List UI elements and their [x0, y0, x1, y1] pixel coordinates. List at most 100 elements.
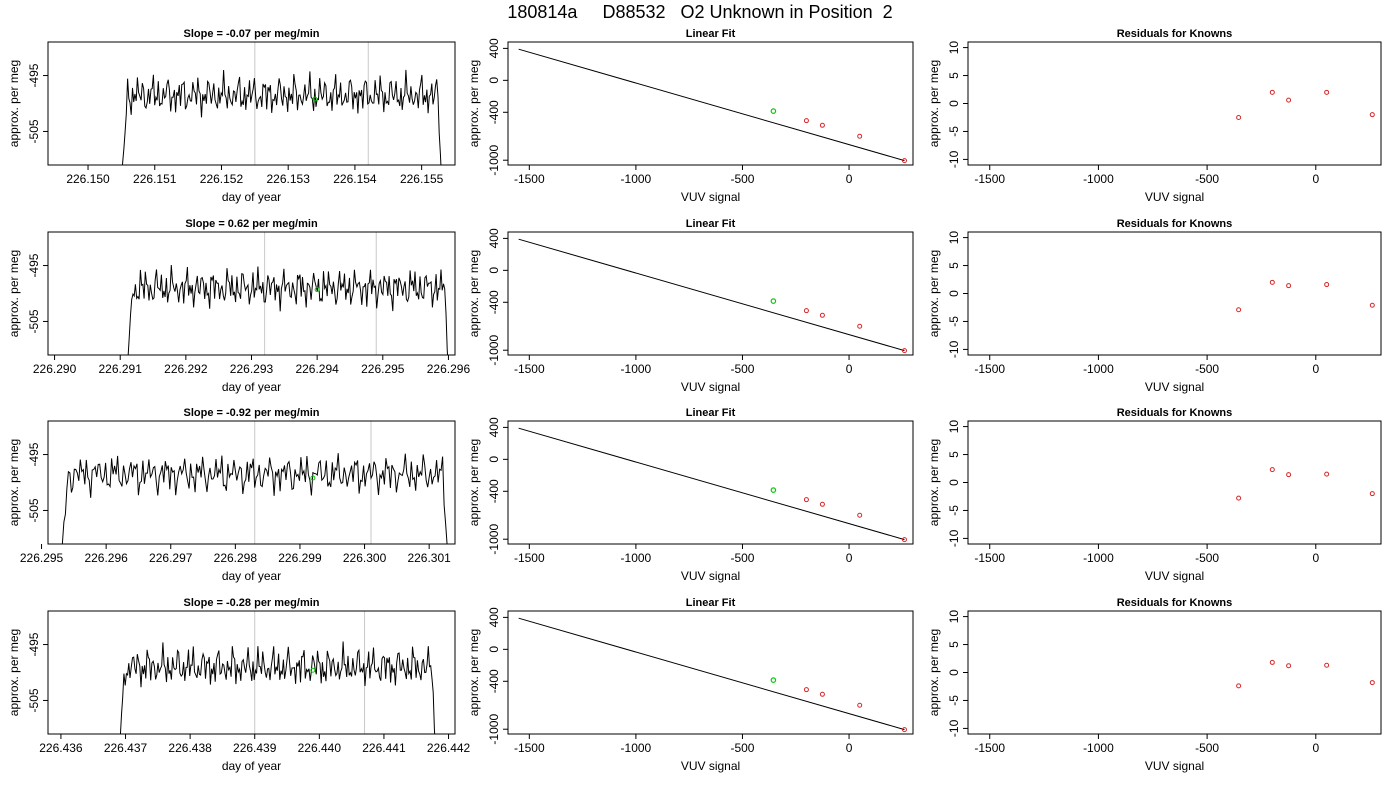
known-point	[803, 118, 809, 124]
known-point	[819, 122, 825, 128]
x-tick-label: -1000	[621, 172, 652, 186]
y-axis-label: approx. per meg	[7, 250, 21, 337]
x-tick-label: 226.291	[99, 362, 143, 376]
unknown-point	[312, 96, 318, 102]
x-tick-label: -1000	[621, 741, 652, 755]
residual-point	[1269, 279, 1275, 285]
x-tick-label: -500	[1195, 362, 1219, 376]
x-axis-label: VUV signal	[681, 190, 740, 204]
panel-title: Slope = -0.28 per meg/min	[183, 597, 319, 609]
x-axis-label: VUV signal	[681, 569, 740, 583]
x-tick-label: -500	[1195, 551, 1219, 565]
plot-frame	[967, 41, 1382, 166]
panel-4-3: Residuals for Knowns VUV signal approx. pe…	[927, 597, 1382, 773]
x-tick-label: 226.294	[295, 362, 339, 376]
unknown-point	[770, 298, 777, 304]
x-tick-label: -1000	[1083, 362, 1114, 376]
signal-trace	[61, 453, 448, 544]
x-tick-label: 0	[846, 172, 853, 186]
y-tick-label: 5	[947, 451, 961, 458]
y-tick-label: 0	[947, 100, 961, 107]
x-tick-label: -500	[1195, 741, 1219, 755]
fit-line	[518, 48, 905, 162]
plot-frame	[47, 610, 456, 735]
y-tick-label: 0	[487, 77, 501, 84]
x-tick-label: -1500	[514, 741, 545, 755]
y-tick-label: -505	[27, 498, 41, 522]
known-point	[819, 312, 825, 318]
residual-point	[1236, 307, 1242, 313]
y-tick-label: -400	[487, 100, 501, 124]
x-tick-label: 226.295	[20, 551, 64, 565]
panel-title: Residuals for Knowns	[1117, 218, 1233, 230]
panel-title: Slope = -0.07 per meg/min	[183, 28, 319, 40]
x-axis-label: VUV signal	[1145, 569, 1204, 583]
known-point	[803, 497, 809, 503]
x-tick-label: -500	[730, 741, 754, 755]
x-axis-label: day of year	[222, 190, 281, 204]
y-axis-label: approx. per meg	[467, 250, 481, 337]
unknown-point	[314, 287, 320, 293]
y-tick-label: -495	[27, 63, 41, 87]
known-point	[857, 323, 863, 329]
panel-title: Slope = -0.92 per meg/min	[183, 407, 319, 419]
x-tick-label: 226.298	[214, 551, 258, 565]
x-tick-label: 226.153	[267, 172, 311, 186]
x-tick-label: -1000	[1083, 551, 1114, 565]
y-tick-label: 0	[947, 290, 961, 297]
panel-3-2: Linear Fit VUV signal approx. per meg -1500…	[467, 407, 914, 583]
x-tick-label: 226.293	[230, 362, 274, 376]
plot-frame	[507, 420, 914, 545]
plot-frame	[967, 610, 1382, 735]
x-axis-label: VUV signal	[1145, 190, 1204, 204]
x-tick-label: -500	[730, 172, 754, 186]
known-point	[819, 501, 825, 507]
y-tick-label: -1000	[487, 714, 501, 745]
x-axis-label: day of year	[222, 759, 281, 773]
y-tick-label: 400	[487, 38, 501, 58]
residual-point	[1286, 283, 1292, 289]
x-tick-label: 226.296	[84, 551, 128, 565]
known-point	[901, 348, 907, 354]
panel-title: Residuals for Knowns	[1117, 407, 1233, 419]
known-point	[857, 702, 863, 708]
y-tick-label: -505	[27, 688, 41, 712]
x-tick-label: -1500	[514, 362, 545, 376]
x-tick-label: 226.154	[333, 172, 377, 186]
panel-1-1: Slope = -0.07 per meg/min day of year appr…	[7, 28, 456, 204]
known-point	[803, 687, 809, 693]
y-tick-label: 10	[947, 420, 961, 434]
y-tick-label: -400	[487, 290, 501, 314]
residual-point	[1369, 491, 1375, 497]
y-tick-label: -400	[487, 479, 501, 503]
y-tick-label: -495	[27, 442, 41, 466]
plot-frame	[47, 41, 456, 166]
x-tick-label: -1000	[621, 362, 652, 376]
x-tick-label: 226.296	[427, 362, 471, 376]
panel-3-1: Slope = -0.92 per meg/min day of year appr…	[7, 407, 456, 583]
panel-2-1: Slope = 0.62 per meg/min day of year appro…	[7, 218, 470, 394]
x-tick-label: -1500	[974, 551, 1005, 565]
plot-frame	[507, 41, 914, 166]
y-tick-label: 400	[487, 228, 501, 248]
x-axis-label: VUV signal	[1145, 380, 1204, 394]
y-tick-label: 400	[487, 417, 501, 437]
fit-line	[518, 238, 905, 352]
y-tick-label: 400	[487, 607, 501, 627]
x-tick-label: -1500	[514, 172, 545, 186]
y-tick-label: -5	[947, 505, 961, 516]
fit-line	[518, 617, 905, 731]
y-axis-label: approx. per meg	[927, 439, 941, 526]
known-point	[819, 691, 825, 697]
x-tick-label: 226.436	[39, 741, 83, 755]
residual-point	[1269, 659, 1275, 665]
y-tick-label: 10	[947, 610, 961, 624]
panel-title: Slope = 0.62 per meg/min	[185, 218, 318, 230]
x-axis-label: VUV signal	[681, 759, 740, 773]
y-tick-label: -1000	[487, 145, 501, 176]
y-axis-label: approx. per meg	[467, 629, 481, 716]
signal-trace	[121, 69, 442, 165]
y-axis-label: approx. per meg	[927, 250, 941, 337]
y-tick-label: -5	[947, 695, 961, 706]
